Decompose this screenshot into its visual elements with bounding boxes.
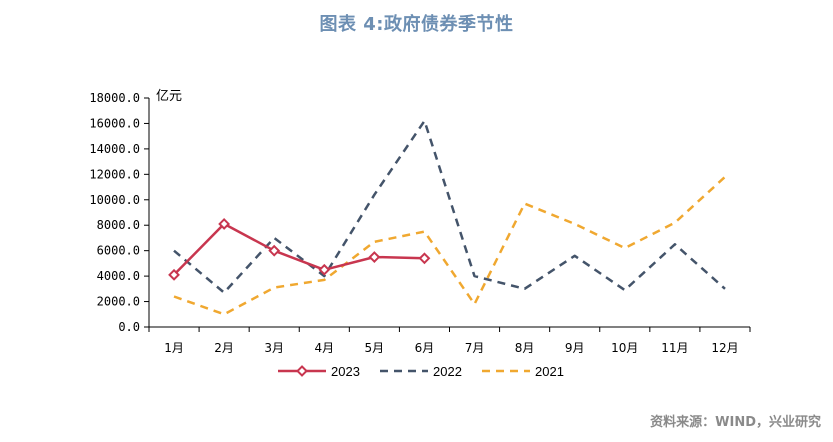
axes: 0.0 2000.0 4000.0 6000.0 8000.0 10000.0 12000.… — [89, 91, 751, 355]
legend-label-2021: 2021 — [535, 364, 564, 379]
x-tick-label: 11月 — [661, 341, 688, 355]
y-tick-label: 2000.0 — [97, 295, 140, 309]
x-tick-label: 10月 — [611, 341, 638, 355]
legend-marker-2023 — [296, 365, 308, 377]
y-tick-label: 14000.0 — [89, 142, 140, 156]
x-tick-label: 4月 — [314, 341, 334, 355]
series-layer — [168, 119, 726, 316]
x-tick-label: 5月 — [365, 341, 385, 355]
y-tick-label: 6000.0 — [97, 244, 140, 258]
y-tick-label: 8000.0 — [97, 218, 140, 232]
x-tick-label: 8月 — [515, 341, 535, 355]
x-tick-label: 7月 — [465, 341, 485, 355]
y-tick-label: 18000.0 — [89, 91, 140, 105]
data-point-2023 — [418, 252, 431, 265]
source-note: 资料来源：WIND，兴业研究 — [650, 415, 821, 430]
series-line-2022 — [173, 119, 726, 294]
data-point-2023 — [268, 244, 281, 257]
y-tick-label: 16000.0 — [89, 116, 140, 130]
x-tick-label: 3月 — [264, 341, 284, 355]
data-point-2023 — [368, 251, 381, 263]
data-point-2023 — [218, 218, 231, 230]
chart-title: 图表 4:政府债券季节性 — [319, 14, 514, 35]
x-tick-label: 1月 — [164, 341, 184, 355]
x-tick-label: 9月 — [565, 341, 585, 355]
y-tick-label: 12000.0 — [89, 167, 140, 181]
y-unit-label: 亿元 — [156, 89, 182, 104]
x-tick-label: 2月 — [214, 341, 234, 355]
y-tick-label: 10000.0 — [89, 193, 140, 207]
x-tick-label: 6月 — [415, 341, 435, 355]
series-line-2021 — [173, 175, 726, 316]
legend-label-2022: 2022 — [433, 364, 462, 379]
legend-label-2023: 2023 — [331, 364, 360, 379]
x-tick-label: 12月 — [711, 341, 738, 355]
y-tick-label: 0.0 — [118, 320, 140, 334]
legend: 2023 2022 2021 — [278, 364, 564, 379]
series-line-2023 — [173, 222, 425, 276]
data-point-2023 — [318, 263, 331, 276]
data-point-2023 — [168, 268, 180, 281]
y-tick-label: 4000.0 — [97, 269, 140, 283]
